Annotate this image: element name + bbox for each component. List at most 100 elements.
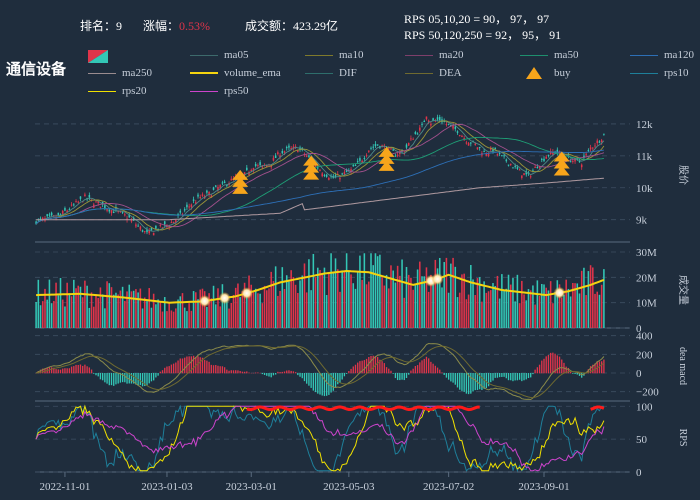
candle-body [325,174,328,177]
candle-body [361,160,363,163]
volume-bar [254,288,257,328]
candle-body [161,227,164,229]
volume-bar [507,274,510,328]
legend-item-buy[interactable]: buy [520,66,571,80]
legend-item-DIF[interactable]: DIF [305,66,357,80]
volume-bar [567,288,570,328]
volume-bar [53,300,55,328]
candle-body [208,191,210,195]
legend-label: DEA [439,67,462,79]
macd-histogram-bar [574,373,576,374]
legend-marker [190,90,218,92]
candle-body [425,116,428,120]
candle-body [321,173,323,177]
legend-item-ma50[interactable]: ma50 [520,48,578,62]
candle-body [412,138,414,140]
volume-bar [450,263,452,328]
macd-histogram-bar [117,373,119,384]
legend-item-ma250[interactable]: ma250 [88,66,152,80]
buy-signal-marker [553,158,570,169]
volume-bar [494,286,496,328]
volume-bar [248,275,250,328]
volume-bar [594,293,596,328]
buy-signal-marker [378,153,395,164]
candle-body [339,178,341,180]
candle-body [478,146,481,148]
volume-bar [583,267,585,328]
candle-body [254,164,257,167]
candle-body [594,145,596,147]
legend-item-ma10[interactable]: ma10 [305,48,363,62]
candle-body [68,209,71,211]
macd-histogram-bar [512,373,514,382]
macd-histogram-bar [410,370,412,374]
volume-bar [88,307,91,328]
volume-bar [545,287,548,328]
volume-bar [163,297,166,328]
macd-histogram-bar [184,357,186,374]
candle-body [556,149,559,153]
volume-bar [44,288,46,328]
macd-histogram-bar [219,366,221,374]
volume-bar [219,306,221,328]
y-tick-label: 400 [636,331,653,343]
volume-bar [265,290,268,328]
volume-bar [310,290,312,328]
turnover-value: 423.29亿 [293,19,339,33]
volume-bar [503,289,505,328]
volume-bar [121,286,124,328]
macd-histogram-bar [521,373,523,382]
volume-bar [135,289,137,328]
candle-body [257,165,259,167]
candle-body [66,210,68,213]
legend-item-rps50[interactable]: rps50 [190,84,248,98]
volume-bar [454,266,457,328]
volume-bar [75,288,77,328]
macd-histogram-bar [84,364,86,374]
legend-item-rps20[interactable]: rps20 [88,84,146,98]
candle-body [84,194,86,197]
macd-histogram-bar [248,372,250,374]
macd-histogram-bar [372,355,374,374]
volume-bar [285,275,288,328]
macd-histogram-bar [270,373,272,378]
candle-body [128,214,131,218]
legend-item-ma20[interactable]: ma20 [405,48,463,62]
volume-bar [66,282,68,328]
macd-histogram-bar [447,373,450,380]
ma10-line [35,120,605,231]
volume-bar [532,285,534,328]
candle-body [589,147,592,150]
volume-bar [46,299,48,328]
volume-bar [177,299,179,328]
y-tick-label: −200 [636,387,659,399]
legend-item-ma120[interactable]: ma120 [630,48,694,62]
volume-bar [199,289,202,328]
legend-item-rps10[interactable]: rps10 [630,66,688,80]
macd-histogram-bar [541,360,543,374]
volume-bar [341,270,343,328]
volume-bar [252,290,255,328]
volume-bar [97,298,99,328]
macd-histogram-bar [243,371,246,374]
legend-item-ma05[interactable]: ma05 [190,48,248,62]
legend-item-DEA[interactable]: DEA [405,66,462,80]
macd-histogram-bar [479,373,481,390]
volume-bar [421,276,423,328]
macd-histogram-bar [272,373,275,376]
candle-body [476,147,479,150]
candle-body [450,124,452,126]
macd-histogram-bar [472,373,474,392]
buy-signal-marker [378,146,395,157]
macd-histogram-bar [166,366,168,374]
volume-bar [223,298,226,328]
volume-bar [443,262,445,328]
volume-bar [59,277,62,328]
volume-bar [299,280,301,328]
legend-item-volume-ema[interactable]: volume_ema [190,66,281,80]
volume-bar [210,298,213,328]
macd-histogram-bar [181,358,184,374]
macd-histogram-bar [379,359,381,374]
macd-histogram-bar [601,361,603,374]
volume-bar [385,274,388,328]
